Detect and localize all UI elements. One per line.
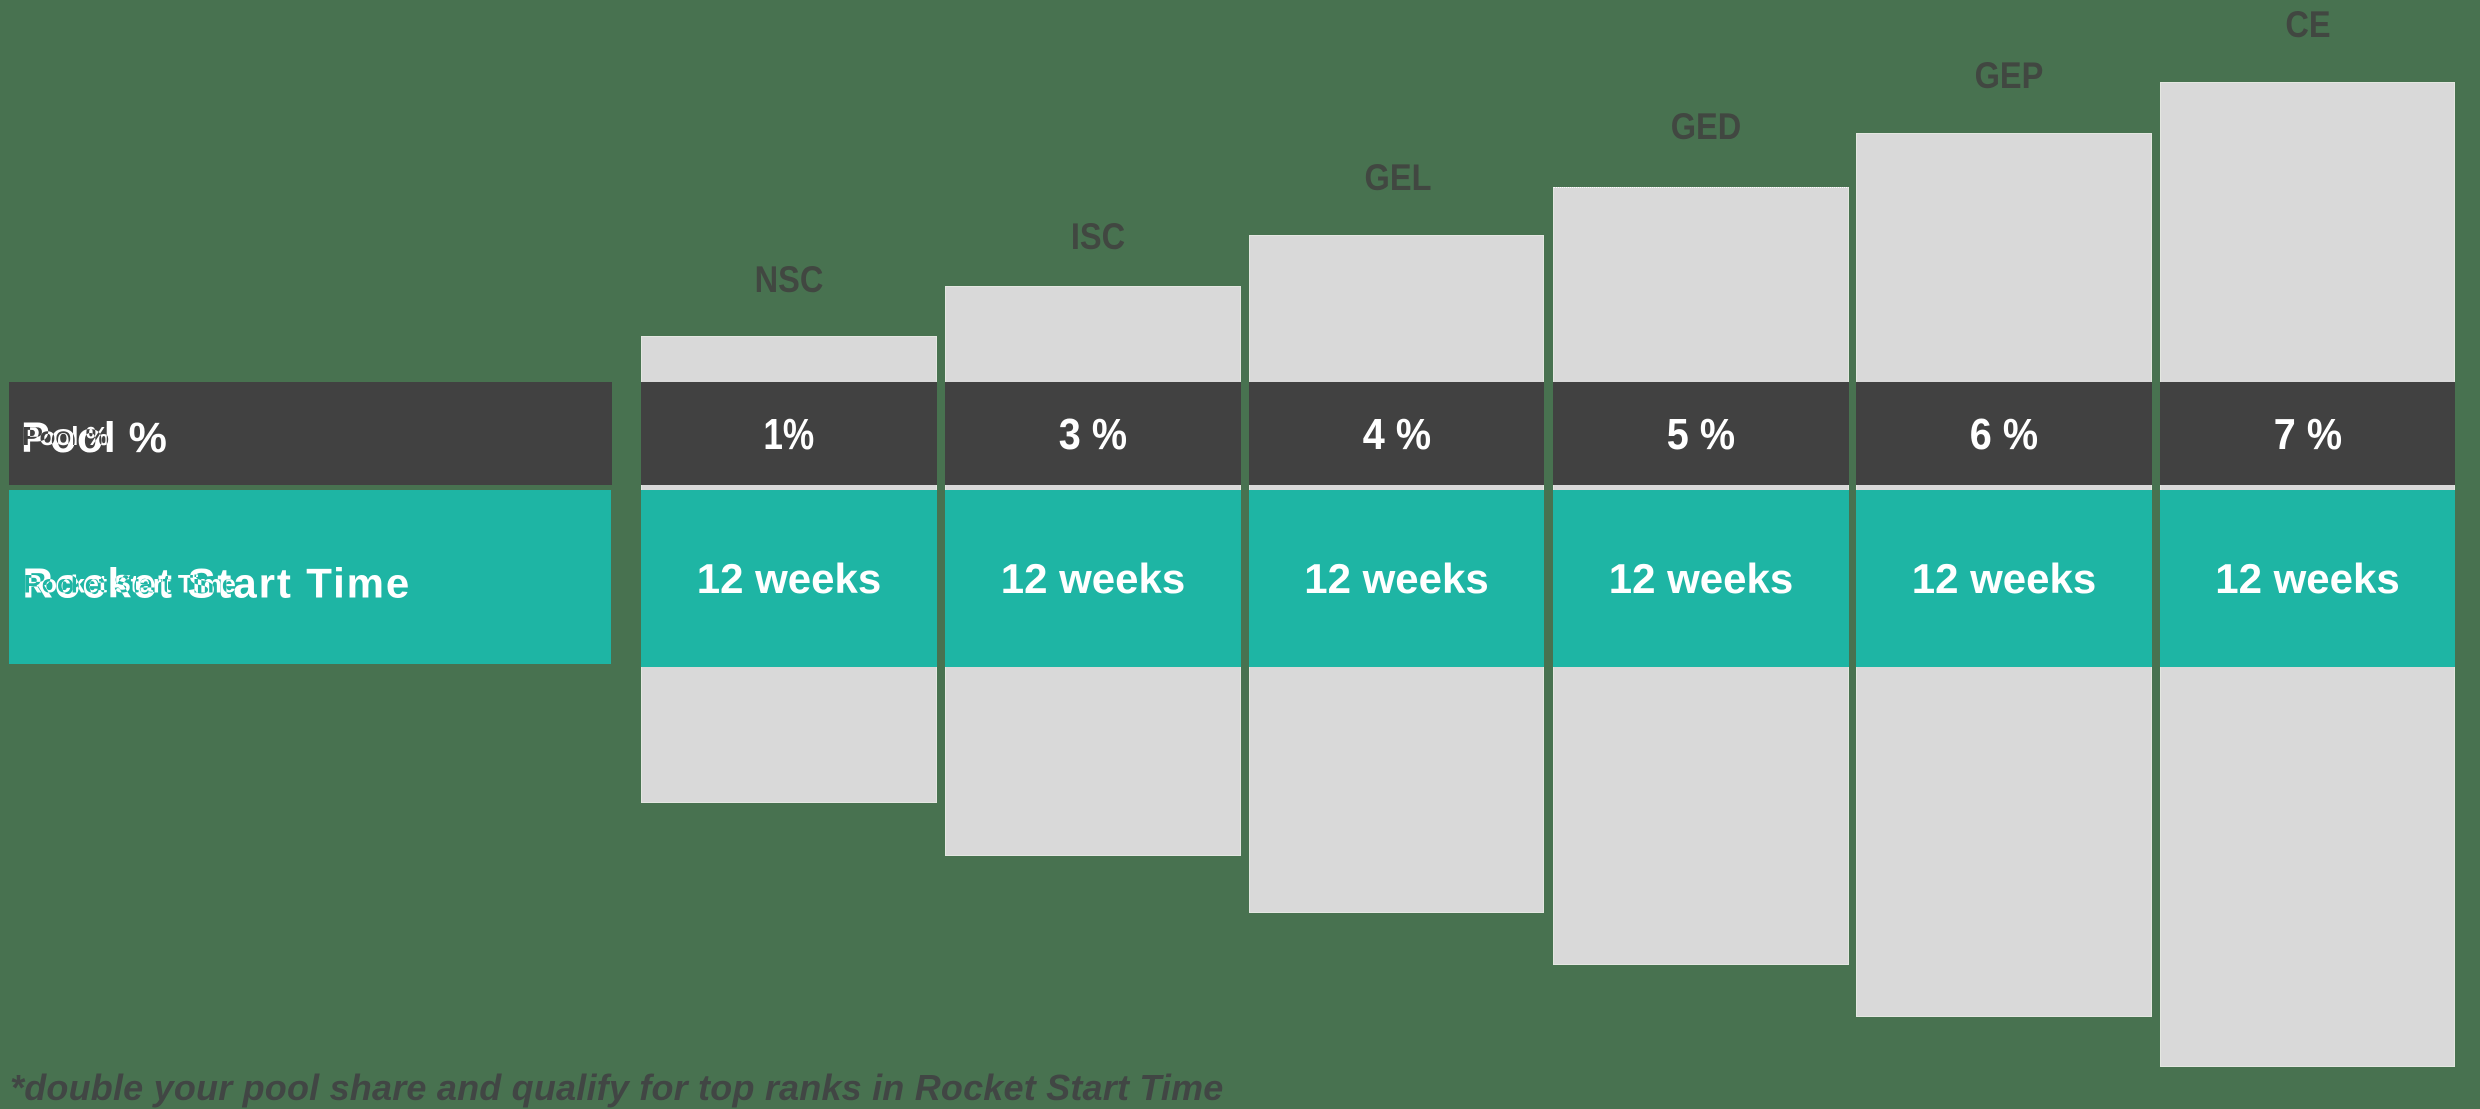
svg-text:Pool %: Pool % xyxy=(21,414,167,462)
svg-text:Pool %: Pool % xyxy=(22,421,109,451)
svg-text:Rocket Start Time: Rocket Start Time xyxy=(23,560,412,607)
svg-text:Rocket Start Time: Rocket Start Time xyxy=(24,571,236,599)
